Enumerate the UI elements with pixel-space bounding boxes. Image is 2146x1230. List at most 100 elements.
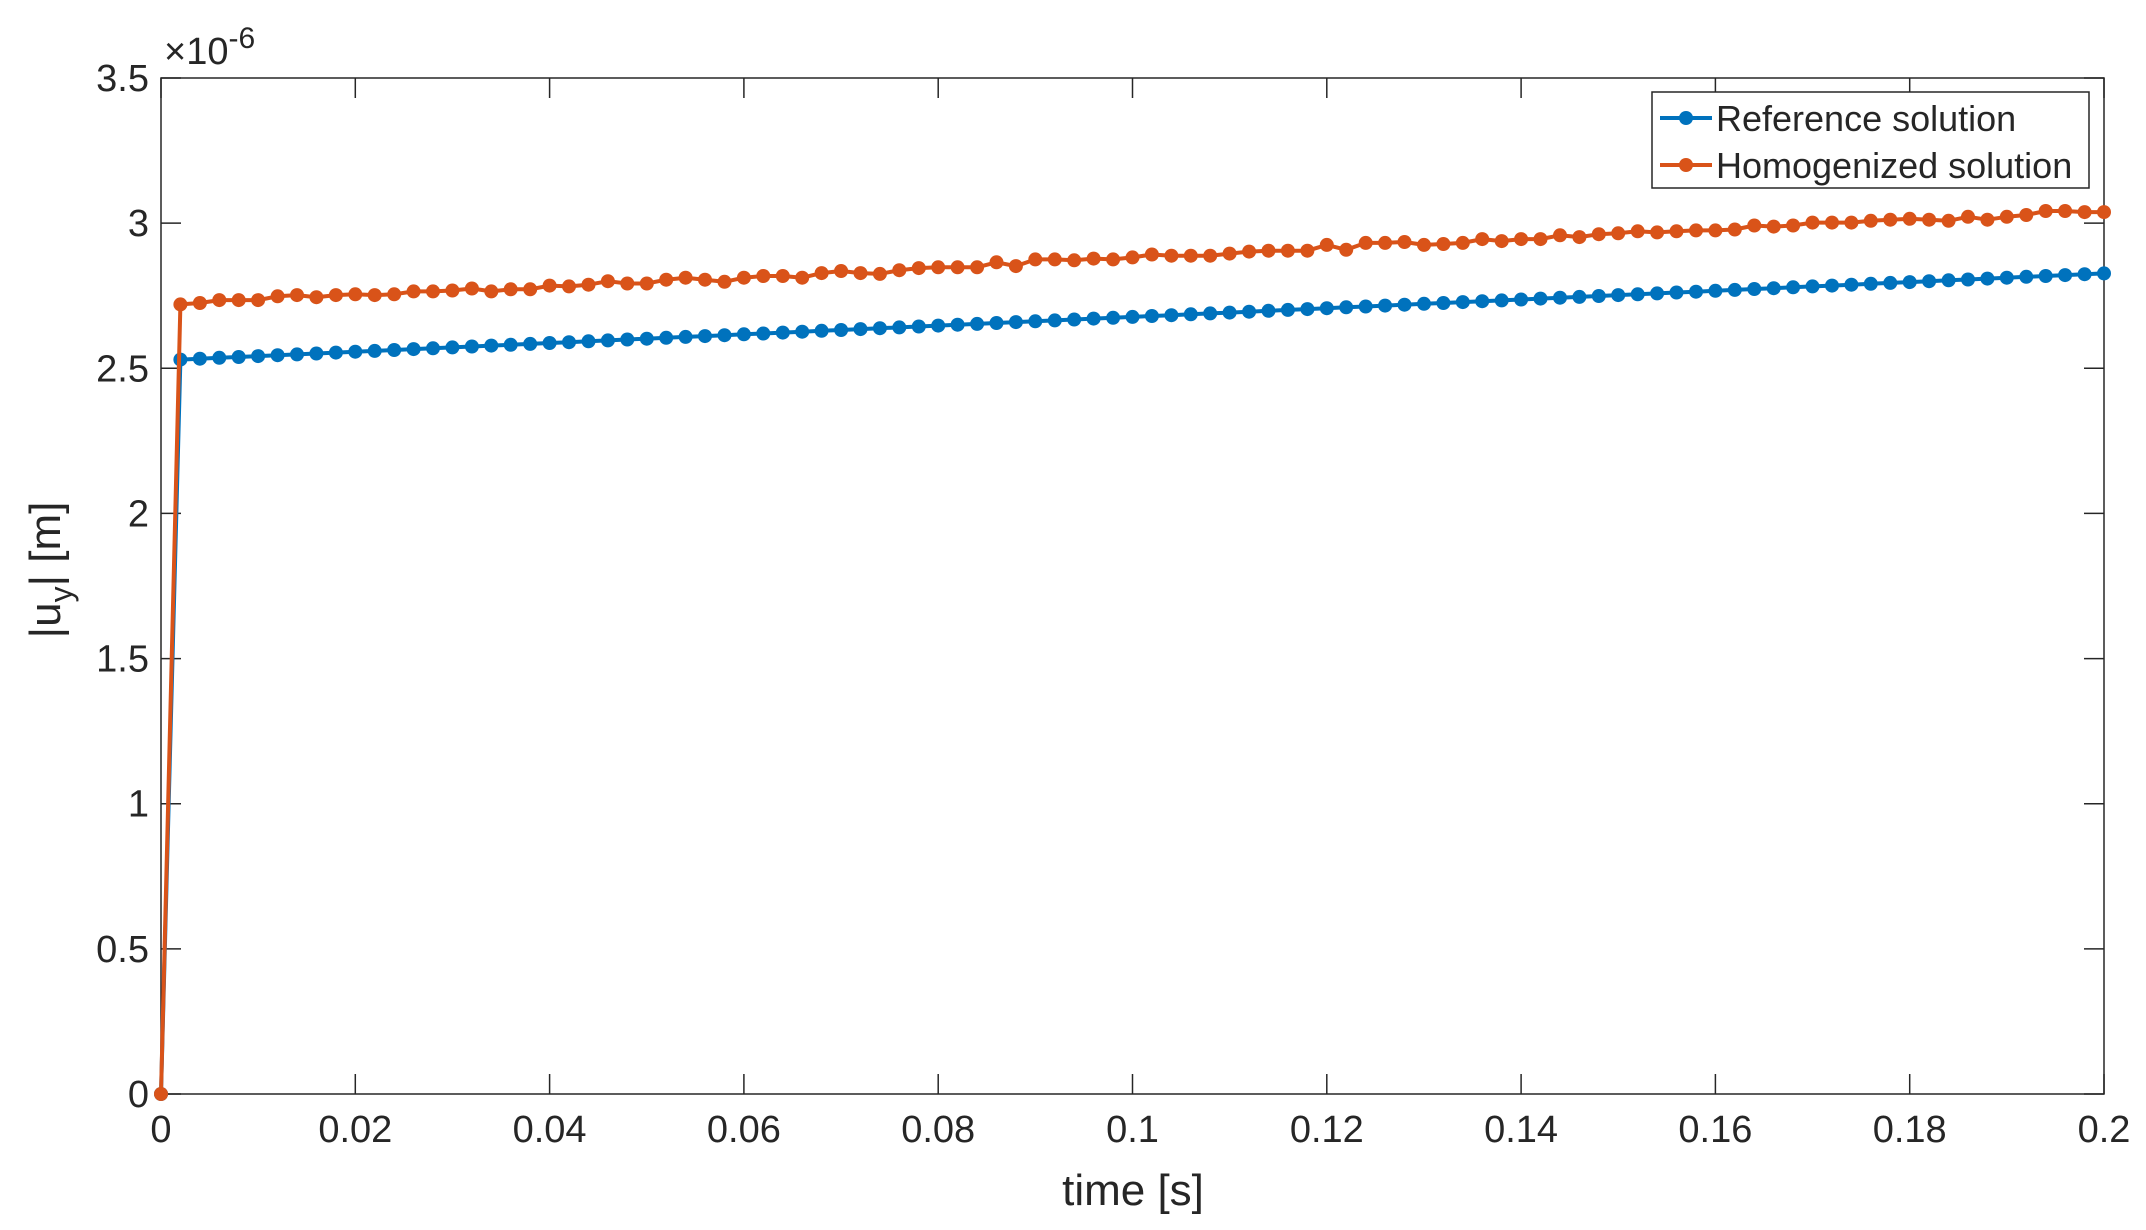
data-point xyxy=(1844,277,1859,292)
data-point xyxy=(1650,225,1665,240)
data-point xyxy=(853,266,868,281)
y-tick-label: 1.5 xyxy=(96,639,149,681)
data-point xyxy=(581,277,596,292)
data-point xyxy=(387,343,402,357)
x-axis-label: time [s] xyxy=(1062,1166,1204,1215)
y-axis-label: |uy| [m] xyxy=(21,502,79,639)
data-point xyxy=(1689,223,1703,238)
data-point xyxy=(1844,215,1859,230)
data-point xyxy=(445,340,460,355)
legend-label-reference: Reference solution xyxy=(1716,98,2016,139)
data-point xyxy=(892,320,907,335)
data-point xyxy=(2058,204,2073,218)
series-layer xyxy=(154,204,2111,1101)
data-point xyxy=(2019,208,2034,222)
data-point xyxy=(1242,304,1257,319)
data-point xyxy=(309,290,324,305)
data-point xyxy=(1747,218,1762,233)
data-point xyxy=(1961,209,1975,224)
data-point xyxy=(328,345,343,360)
data-point xyxy=(775,325,790,340)
x-tick-label: 0.02 xyxy=(318,1109,392,1151)
plot-area xyxy=(160,77,2105,1095)
data-point xyxy=(1999,270,2014,285)
data-point xyxy=(931,260,946,275)
data-point xyxy=(270,289,285,304)
data-point xyxy=(756,326,771,341)
data-point xyxy=(1494,234,1509,249)
data-point xyxy=(503,282,518,297)
data-point xyxy=(600,333,615,348)
data-point xyxy=(426,284,440,299)
data-point xyxy=(1319,237,1334,252)
data-point xyxy=(970,260,985,275)
axis-ticks xyxy=(160,77,2105,1095)
data-point xyxy=(1533,232,1548,247)
y-axis-label-pre: |u xyxy=(21,602,70,638)
legend-label-homogenized: Homogenized solution xyxy=(1716,145,2072,186)
data-point xyxy=(542,278,557,293)
data-point xyxy=(2038,269,2053,283)
y-tick-label: 2.5 xyxy=(96,348,149,390)
data-point xyxy=(1008,259,1023,274)
data-point xyxy=(1397,235,1412,249)
x-tick-label: 0.16 xyxy=(1678,1109,1752,1151)
data-point xyxy=(192,296,207,310)
data-point xyxy=(1708,283,1723,298)
data-point xyxy=(600,274,615,289)
data-point xyxy=(1786,218,1801,233)
data-point xyxy=(620,276,635,291)
data-point xyxy=(989,316,1004,330)
data-point xyxy=(1553,228,1567,243)
series-1 xyxy=(154,204,2111,1101)
data-point xyxy=(639,331,654,346)
data-point xyxy=(736,270,751,285)
data-point xyxy=(2019,269,2034,284)
data-point xyxy=(795,324,810,339)
data-point xyxy=(154,1087,168,1101)
x-tick-label: 0.08 xyxy=(901,1109,975,1151)
data-point xyxy=(1999,209,2014,224)
data-point xyxy=(620,332,635,347)
y-tick-label: 1 xyxy=(128,784,149,826)
data-point xyxy=(1611,226,1626,241)
plot-frame xyxy=(160,77,2105,1095)
data-point xyxy=(1125,250,1140,265)
data-point xyxy=(931,318,946,333)
data-point xyxy=(1514,232,1529,247)
data-point xyxy=(1533,291,1548,306)
data-point xyxy=(1300,302,1315,317)
data-point xyxy=(1067,253,1082,268)
data-point xyxy=(1727,222,1742,237)
data-point xyxy=(426,341,440,356)
data-point xyxy=(834,264,849,278)
data-point xyxy=(1805,279,1820,294)
tick-labels: 0 0.02 0.04 0.06 0.08 0.1 0.12 0.14 0.16 0.18 0.2 0… xyxy=(96,58,2130,1151)
data-point xyxy=(1863,213,1878,228)
data-point xyxy=(1825,215,1839,230)
data-point xyxy=(1572,289,1587,304)
data-point xyxy=(698,272,712,287)
data-point xyxy=(367,288,382,303)
data-point xyxy=(1553,290,1567,305)
data-point xyxy=(348,344,363,359)
data-point xyxy=(950,260,965,275)
data-point xyxy=(1922,212,1937,227)
data-point xyxy=(523,336,538,351)
y-axis-label-sub: y xyxy=(43,586,79,602)
y-tick-label: 3 xyxy=(128,203,149,245)
data-point xyxy=(2097,205,2111,220)
data-point xyxy=(1902,275,1917,290)
data-point xyxy=(1203,306,1218,321)
data-point xyxy=(1572,230,1587,245)
data-point xyxy=(1280,302,1295,317)
data-point xyxy=(406,342,421,357)
x-tick-label: 0 xyxy=(150,1109,171,1151)
data-point xyxy=(1941,273,1956,288)
y-tick-label: 3.5 xyxy=(96,58,149,100)
x-tick-label: 0.18 xyxy=(1873,1109,1947,1151)
data-point xyxy=(328,288,343,303)
data-point xyxy=(1242,244,1257,259)
data-point xyxy=(192,351,207,366)
